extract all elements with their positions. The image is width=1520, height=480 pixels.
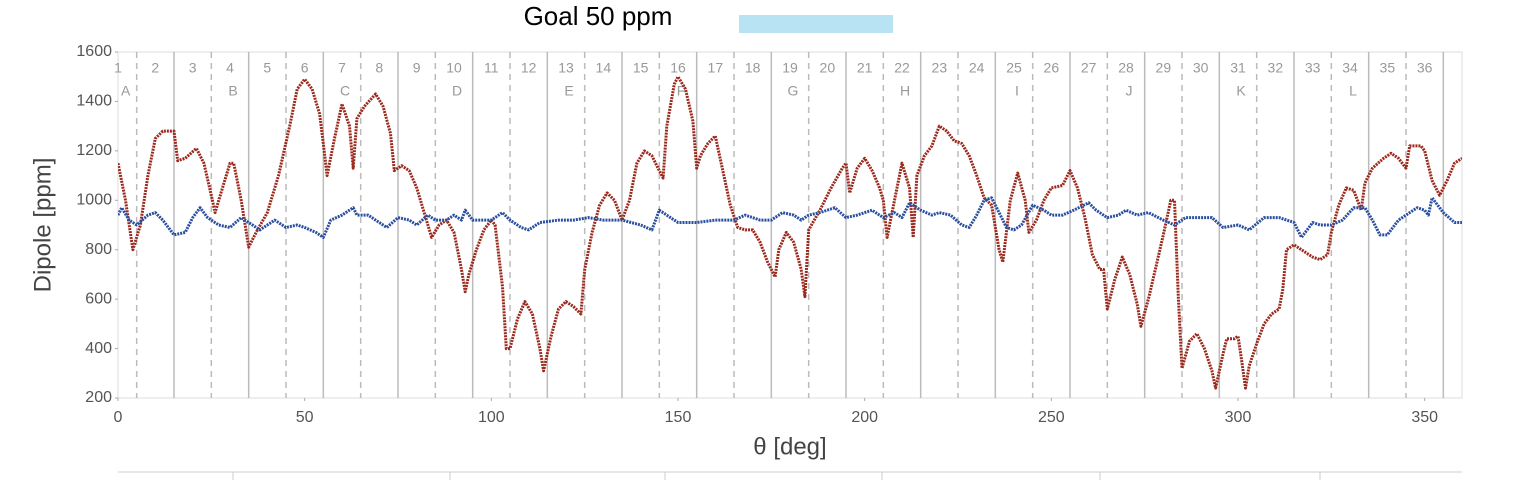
segment-label: 22: [894, 60, 910, 76]
y-tick-label: 600: [85, 290, 112, 307]
x-axis-label: θ [deg]: [753, 433, 826, 460]
segment-label: 21: [857, 60, 873, 76]
segment-label: 4: [226, 60, 234, 76]
plot-area: [117, 51, 1463, 399]
segment-label: 16: [670, 60, 686, 76]
zone-label: G: [788, 83, 799, 99]
y-tick-label: 1600: [76, 43, 112, 60]
x-tick-label: 300: [1225, 409, 1252, 426]
x-tick-label: 350: [1411, 409, 1438, 426]
y-tick-label: 200: [85, 389, 112, 406]
zone-label: J: [1126, 83, 1133, 99]
zone-label: I: [1015, 83, 1019, 99]
zone-label: E: [564, 83, 573, 99]
segment-label: 14: [596, 60, 612, 76]
series-line: [118, 196, 1462, 239]
y-tick-label: 1400: [76, 93, 112, 110]
series-line: [118, 75, 1462, 390]
segment-label: 23: [932, 60, 948, 76]
zone-label: K: [1236, 83, 1246, 99]
segment-label: 27: [1081, 60, 1097, 76]
segment-label: 18: [745, 60, 761, 76]
segment-label: 32: [1268, 60, 1284, 76]
segment-label: 36: [1417, 60, 1433, 76]
segment-label: 29: [1156, 60, 1172, 76]
y-tick-label: 1000: [76, 192, 112, 209]
segment-label: 8: [375, 60, 383, 76]
segment-label: 13: [558, 60, 574, 76]
segment-label: 33: [1305, 60, 1321, 76]
x-tick-label: 150: [665, 409, 692, 426]
y-tick-label: 800: [85, 241, 112, 258]
zone-label: H: [900, 83, 910, 99]
x-tick-label: 50: [296, 409, 314, 426]
segment-label: 20: [820, 60, 836, 76]
segment-label: 26: [1044, 60, 1060, 76]
zone-label: L: [1349, 83, 1357, 99]
x-tick-label: 100: [478, 409, 505, 426]
segment-label: 10: [446, 60, 462, 76]
segment-label: 19: [782, 60, 798, 76]
y-tick-label: 1200: [76, 142, 112, 159]
segment-label: 12: [521, 60, 537, 76]
segment-label: 3: [189, 60, 197, 76]
segment-label: 9: [413, 60, 421, 76]
x-tick-label: 250: [1038, 409, 1065, 426]
segment-label: 6: [301, 60, 309, 76]
zone-label: B: [228, 83, 237, 99]
segment-label: 25: [1006, 60, 1022, 76]
segment-label: 28: [1118, 60, 1134, 76]
segment-label: 11: [484, 60, 499, 76]
zone-label: A: [121, 83, 131, 99]
x-tick-label: 0: [114, 409, 123, 426]
zone-label: C: [340, 83, 350, 99]
segment-label: 15: [633, 60, 649, 76]
segment-label: 1: [114, 60, 122, 76]
segment-label: 7: [338, 60, 346, 76]
segment-label: 34: [1342, 60, 1358, 76]
y-axis-label: Dipole [ppm]: [29, 158, 56, 293]
legend-label: Goal 50 ppm: [524, 1, 673, 31]
segment-label: 31: [1230, 60, 1246, 76]
segment-label: 24: [969, 60, 985, 76]
footer-strip: [118, 471, 1462, 480]
legend-swatch: [739, 15, 893, 33]
segment-label: 2: [151, 60, 159, 76]
y-tick-label: 400: [85, 340, 112, 357]
segment-label: 30: [1193, 60, 1209, 76]
zone-label: F: [677, 83, 686, 99]
segment-label: 17: [708, 60, 724, 76]
segment-label: 35: [1380, 60, 1396, 76]
zone-label: D: [452, 83, 462, 99]
x-tick-label: 200: [851, 409, 878, 426]
segment-label: 5: [263, 60, 271, 76]
